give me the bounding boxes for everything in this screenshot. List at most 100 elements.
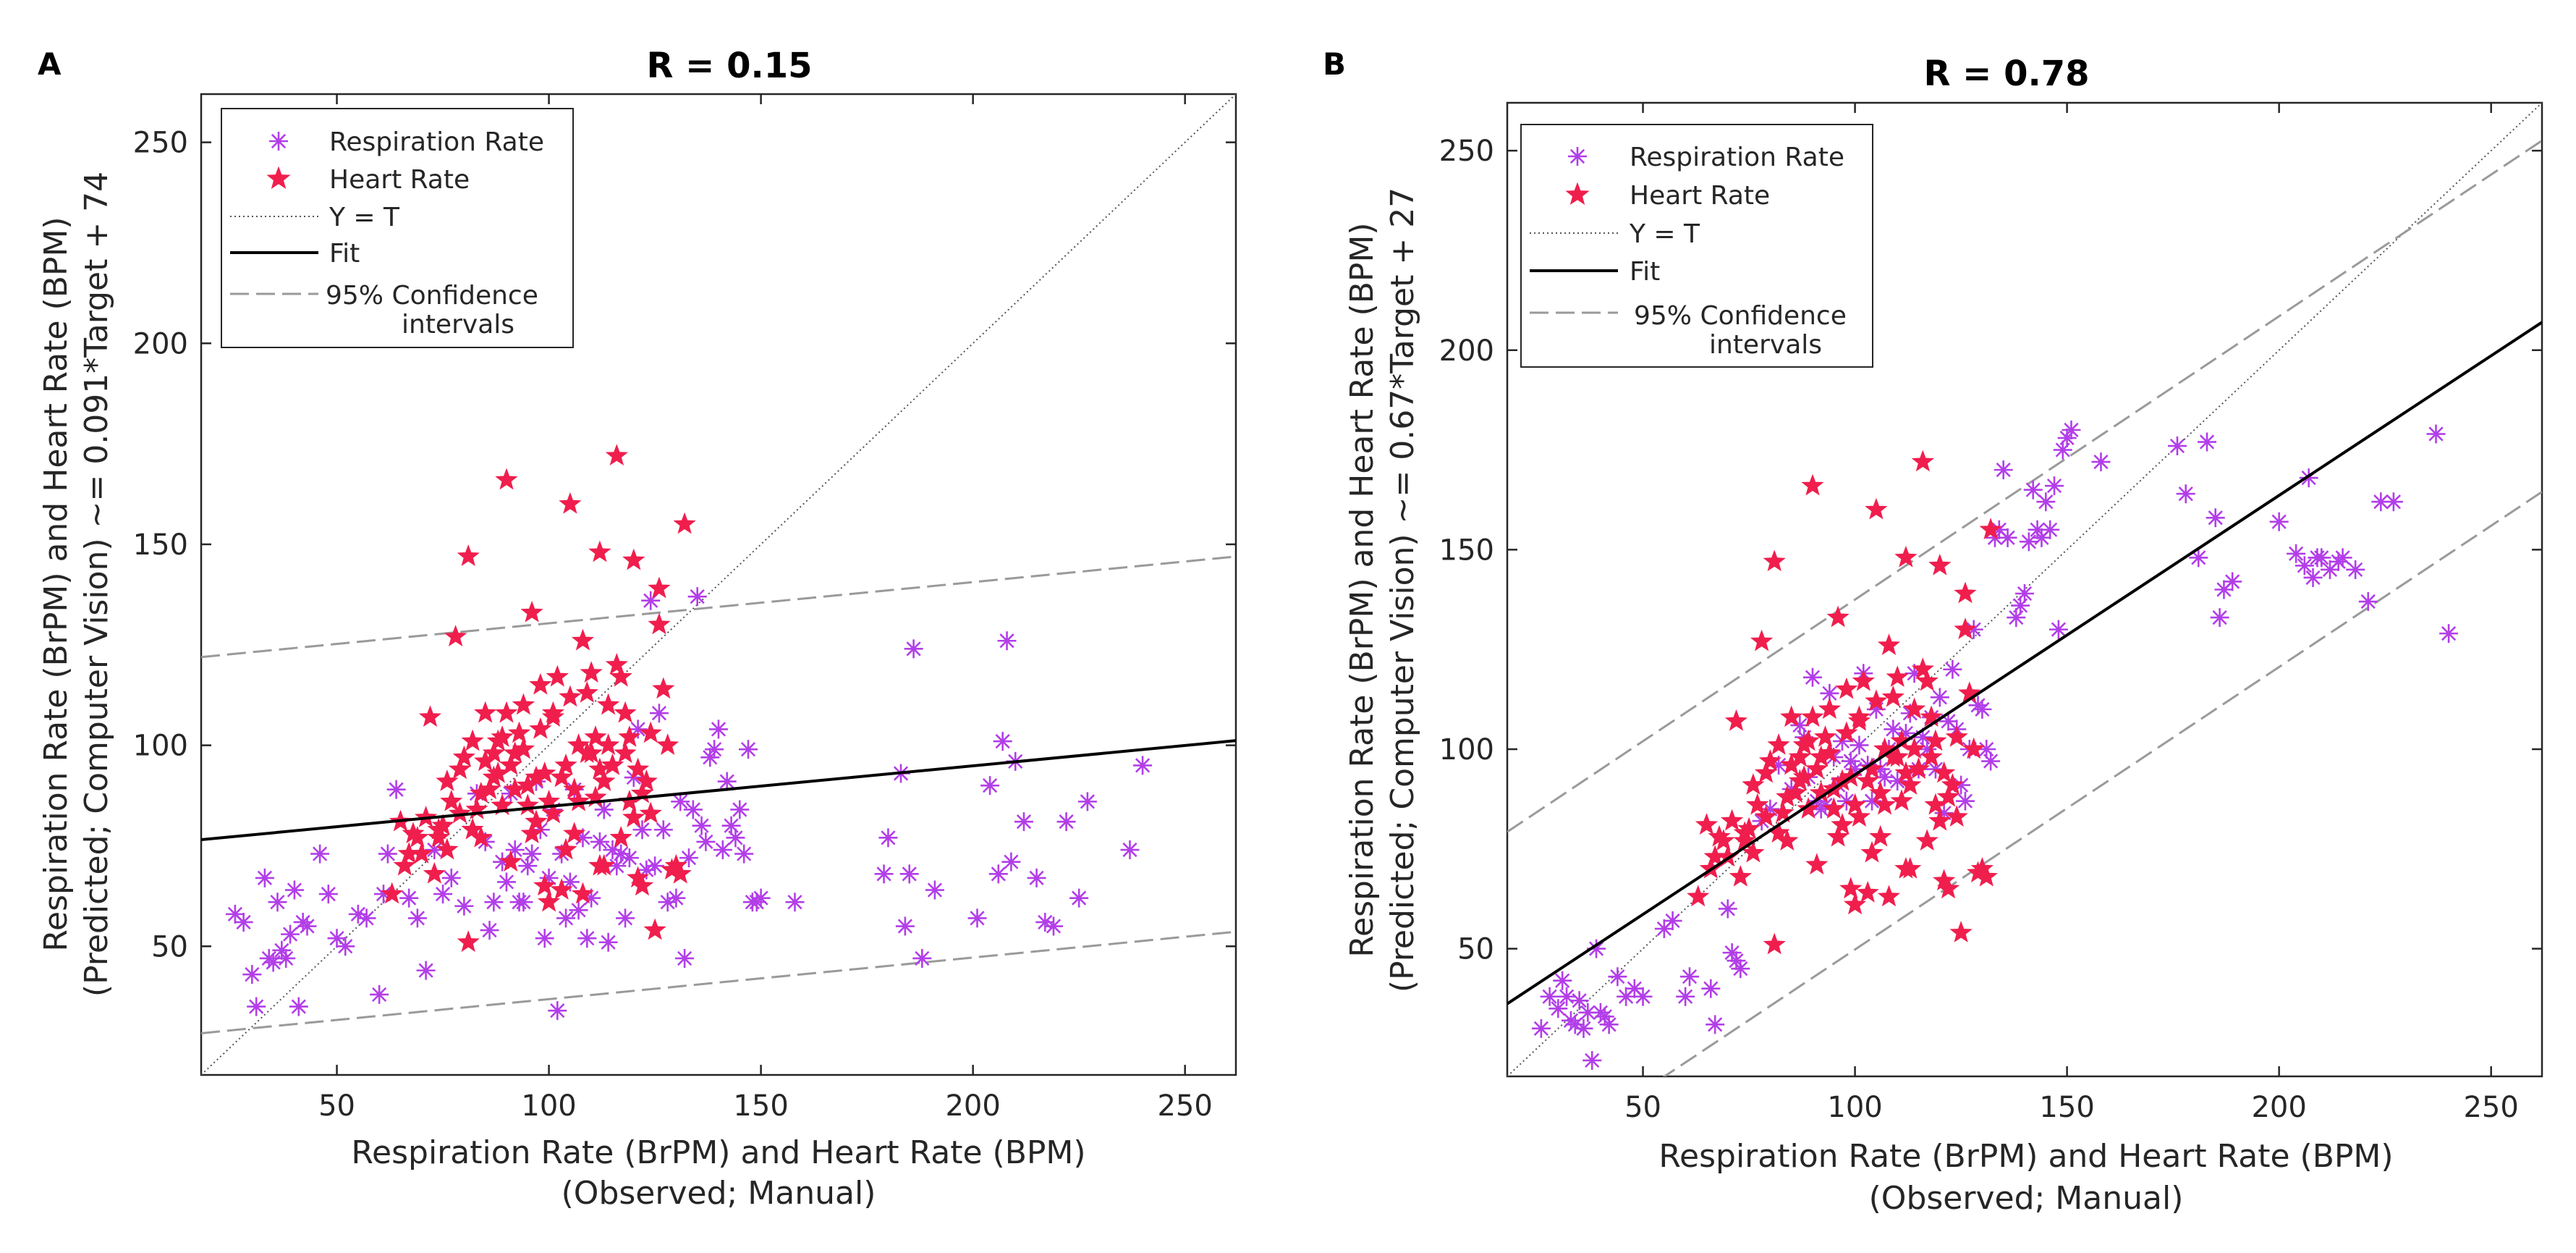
- respiration-rate-point: [2312, 548, 2331, 568]
- respiration-rate-point: [284, 880, 304, 900]
- heart-rate-point: [1729, 864, 1752, 887]
- heart-rate-point: [507, 721, 531, 743]
- y-tick-label: 50: [1457, 933, 1494, 966]
- heart-rate-point: [669, 861, 692, 884]
- panel-b-legend-hr-marker: [1565, 182, 1590, 206]
- legend-asterisk-glyph: [269, 132, 288, 151]
- respiration-rate-point: [348, 904, 368, 924]
- heart-rate-point: [584, 725, 607, 747]
- heart-rate-point: [448, 757, 472, 780]
- respiration-rate-point: [705, 740, 724, 759]
- heart-rate-point: [436, 769, 459, 791]
- respiration-rate-point: [2015, 584, 2034, 604]
- y-tick-label: 250: [1439, 135, 1494, 168]
- panel-b-legend-ci-label-line1: 95% Confidence: [1634, 301, 1847, 331]
- respiration-rate-point: [2287, 544, 2306, 563]
- heart-rate-point: [627, 757, 650, 780]
- respiration-rate-point: [1599, 1015, 1619, 1034]
- heart-rate-point: [1771, 801, 1795, 823]
- heart-rate-point: [588, 757, 611, 780]
- x-tick-label: 50: [318, 1089, 355, 1123]
- heart-rate-point: [457, 544, 480, 566]
- heart-rate-point: [406, 825, 429, 848]
- heart-rate-point: [1687, 885, 1710, 907]
- respiration-rate-point: [2214, 580, 2234, 599]
- respiration-rate-point: [505, 840, 525, 860]
- panel-b-legend-hr-label: Heart Rate: [1630, 181, 1770, 211]
- panel-a-x-label-line2: (Observed; Manual): [562, 1175, 876, 1212]
- panel-a-legend-hr-marker: [266, 166, 291, 190]
- respiration-rate-point: [1964, 620, 1983, 639]
- respiration-rate-point: [441, 868, 461, 887]
- respiration-rate-point: [433, 885, 453, 904]
- respiration-rate-point: [717, 772, 737, 791]
- heart-rate-point: [1890, 789, 1913, 811]
- respiration-rate-point: [2333, 548, 2352, 568]
- heart-rate-point: [470, 781, 493, 803]
- respiration-rate-point: [2295, 556, 2314, 575]
- respiration-rate-point: [514, 893, 533, 912]
- respiration-rate-point: [1918, 739, 1937, 759]
- y-tick-label: 50: [151, 930, 188, 963]
- x-tick-label: 100: [521, 1089, 576, 1123]
- respiration-rate-point: [2176, 484, 2195, 504]
- respiration-rate-point: [721, 816, 741, 835]
- heart-rate-point: [597, 733, 620, 755]
- respiration-rate-point: [2269, 512, 2289, 531]
- x-tick-label: 100: [1827, 1091, 1882, 1124]
- heart-rate-point: [648, 612, 671, 635]
- respiration-rate-point: [628, 720, 648, 739]
- heart-rate-point: [1911, 657, 1934, 680]
- respiration-rate-point: [2426, 424, 2446, 444]
- heart-rate-point: [593, 853, 616, 876]
- respiration-rate-point: [993, 732, 1012, 751]
- panel-b-legend-identity-label: Y = T: [1629, 219, 1700, 249]
- identity-line: [201, 94, 1236, 1075]
- heart-rate-point: [1805, 853, 1829, 875]
- heart-rate-point: [1915, 669, 1939, 691]
- respiration-rate-point: [1888, 772, 1907, 791]
- respiration-rate-point: [1866, 699, 1886, 719]
- respiration-rate-point: [874, 864, 894, 884]
- respiration-rate-point: [696, 832, 716, 851]
- respiration-rate-point: [560, 872, 580, 892]
- respiration-rate-point: [1595, 1007, 1614, 1026]
- respiration-rate-point: [653, 820, 673, 840]
- heart-rate-point: [1877, 633, 1901, 655]
- heart-rate-point: [512, 737, 535, 759]
- respiration-rate-point: [1035, 912, 1055, 932]
- heart-rate-point: [1945, 725, 1968, 747]
- respiration-rate-point: [904, 639, 923, 659]
- respiration-rate-point: [1587, 939, 1606, 958]
- heart-rate-point: [614, 701, 637, 723]
- respiration-rate-point: [713, 840, 732, 860]
- respiration-rate-point: [1836, 791, 1856, 811]
- heart-rate-point: [1818, 741, 1842, 763]
- respiration-rate-point: [1583, 1050, 1602, 1070]
- heart-rate-point: [381, 882, 404, 904]
- heart-rate-point: [1712, 829, 1735, 851]
- respiration-rate-point: [2303, 568, 2323, 587]
- respiration-rate-point: [1027, 868, 1046, 887]
- respiration-rate-point: [1633, 987, 1653, 1006]
- heart-rate-point: [630, 874, 654, 896]
- fit-line: [201, 739, 1236, 842]
- respiration-rate-point: [590, 832, 609, 851]
- respiration-rate-point: [1850, 735, 1869, 755]
- heart-rate-point: [1860, 757, 1884, 779]
- respiration-rate-point: [276, 948, 296, 968]
- respiration-rate-point: [1676, 987, 1695, 1006]
- heart-rate-point: [1860, 840, 1884, 863]
- heart-rate-point: [1792, 765, 1816, 787]
- panel-a-letter: A: [38, 46, 62, 82]
- respiration-rate-point: [225, 904, 245, 924]
- heart-rate-point: [1933, 761, 1956, 783]
- respiration-rate-point: [641, 591, 661, 610]
- heart-rate-point: [1865, 497, 1888, 520]
- respiration-rate-point: [649, 704, 669, 723]
- respiration-rate-point: [1069, 888, 1089, 908]
- heart-rate-point: [1869, 824, 1892, 847]
- respiration-rate-point: [569, 900, 588, 920]
- heart-rate-point: [1903, 697, 1926, 720]
